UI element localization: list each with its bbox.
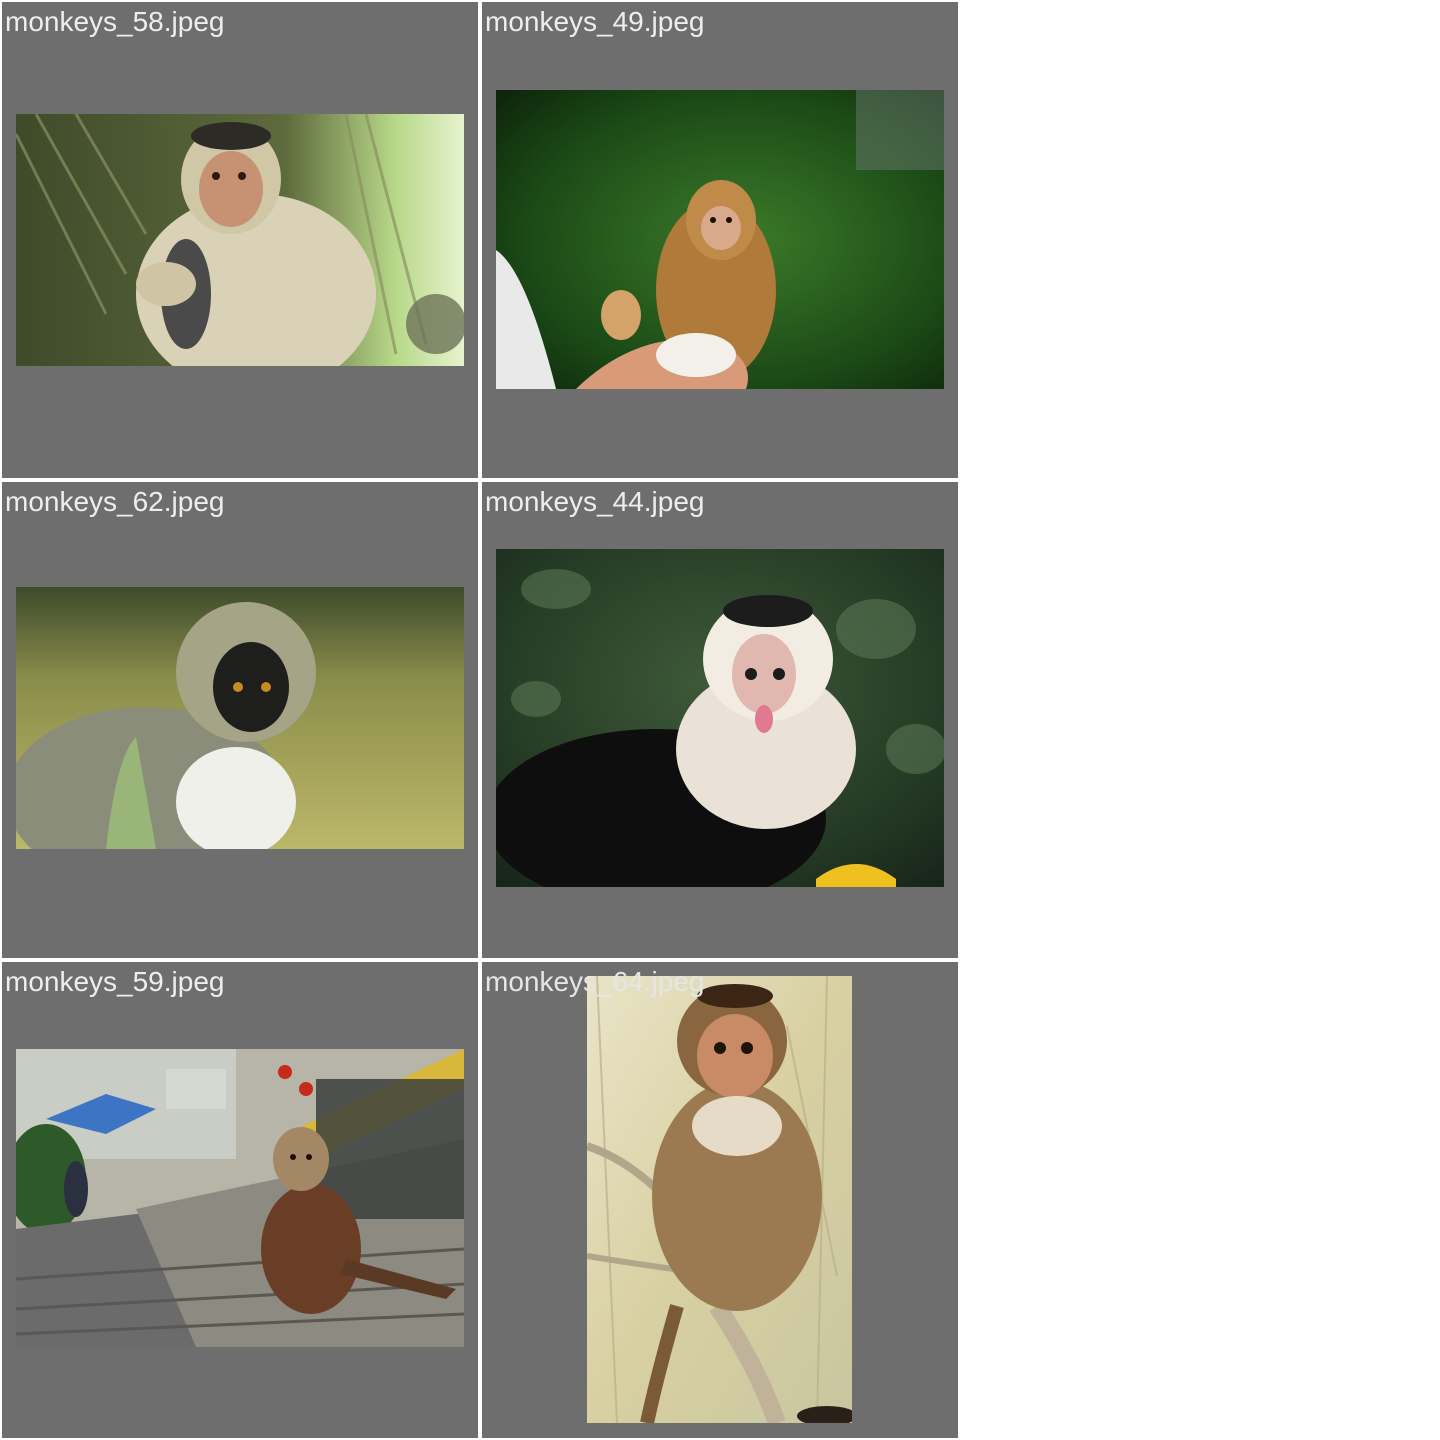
image-tile[interactable]: monkeys_64.jpeg — [482, 962, 958, 1438]
image-tile[interactable]: monkeys_44.jpeg — [482, 482, 958, 958]
monkey-photo[interactable] — [16, 114, 464, 366]
image-grid: monkeys_58.jpeg — [2, 2, 958, 1438]
tile-filename: monkeys_58.jpeg — [5, 6, 225, 37]
image-tile[interactable]: monkeys_58.jpeg — [2, 2, 478, 478]
tile-filename: monkeys_49.jpeg — [485, 6, 705, 37]
tile-filename: monkeys_44.jpeg — [485, 486, 705, 517]
monkey-photo[interactable] — [496, 90, 944, 389]
monkey-photo[interactable] — [16, 587, 464, 849]
monkey-photo[interactable] — [16, 1049, 464, 1347]
tile-filename: monkeys_62.jpeg — [5, 486, 225, 517]
image-tile[interactable]: monkeys_59.jpeg — [2, 962, 478, 1438]
monkey-photo[interactable] — [496, 549, 944, 887]
image-tile[interactable]: monkeys_49.jpeg — [482, 2, 958, 478]
tile-filename: monkeys_64.jpeg — [485, 966, 705, 997]
tile-filename: monkeys_59.jpeg — [5, 966, 225, 997]
monkey-photo[interactable] — [587, 976, 852, 1423]
image-tile[interactable]: monkeys_62.jpeg — [2, 482, 478, 958]
